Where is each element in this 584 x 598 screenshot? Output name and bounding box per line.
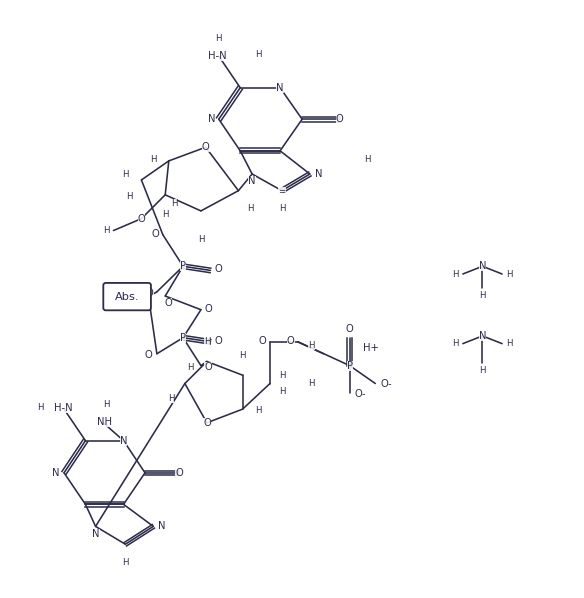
Text: O: O [144,350,152,360]
Text: O: O [138,213,145,224]
Text: H: H [122,557,128,566]
Text: H: H [126,192,133,201]
Text: NH: NH [97,417,112,427]
Text: H: H [103,226,110,235]
Text: H: H [479,291,486,300]
Text: N: N [479,261,486,271]
Text: O: O [146,288,154,298]
Text: O: O [175,468,183,478]
Text: H: H [479,366,486,375]
Text: H: H [506,339,513,348]
Text: N: N [92,529,100,539]
Text: O: O [164,298,172,308]
Text: H: H [255,50,261,59]
Text: H: H [279,387,285,396]
Text: O: O [203,418,211,428]
Text: N: N [315,169,322,179]
Text: O: O [152,228,159,239]
Text: H: H [199,235,205,244]
Text: H: H [279,371,285,380]
Text: O: O [204,362,212,372]
Text: N: N [52,468,60,478]
Text: H: H [150,155,157,164]
Text: O: O [336,114,343,124]
Text: =: = [278,187,286,196]
Text: H: H [171,199,178,208]
Text: H: H [187,363,194,372]
Text: H-N: H-N [54,403,72,413]
Text: P: P [180,261,186,271]
Text: N: N [276,83,284,93]
Text: H+: H+ [363,343,378,353]
Text: H: H [255,407,261,416]
Text: H: H [162,210,168,219]
Text: H: H [506,270,513,279]
Text: H: H [308,379,315,388]
Text: H: H [215,34,222,43]
Text: N: N [479,331,486,341]
Text: O: O [259,335,267,346]
Text: O: O [346,324,353,334]
Text: H: H [239,351,246,360]
Text: H: H [279,204,285,213]
Text: O-: O- [354,389,366,399]
Text: P: P [347,361,353,371]
Text: P: P [180,332,186,343]
Text: O: O [215,264,223,274]
Text: H: H [364,155,371,164]
Text: H-N: H-N [208,51,227,60]
Text: O-: O- [380,379,392,389]
Text: N: N [158,521,166,532]
Text: N: N [120,436,127,446]
Text: H: H [453,339,459,348]
FancyBboxPatch shape [103,283,151,310]
Text: N: N [208,114,215,124]
Text: O: O [215,335,223,346]
Text: O: O [287,335,295,346]
Text: Abs.: Abs. [115,292,140,301]
Text: H: H [453,270,459,279]
Text: H: H [122,169,128,179]
Text: O: O [202,142,210,152]
Text: H: H [37,404,44,413]
Text: H: H [168,395,175,404]
Text: O: O [204,304,212,313]
Text: H: H [204,337,210,346]
Text: N: N [248,176,256,186]
Text: H: H [103,401,110,410]
Text: H: H [308,341,315,350]
Text: H: H [247,204,253,213]
